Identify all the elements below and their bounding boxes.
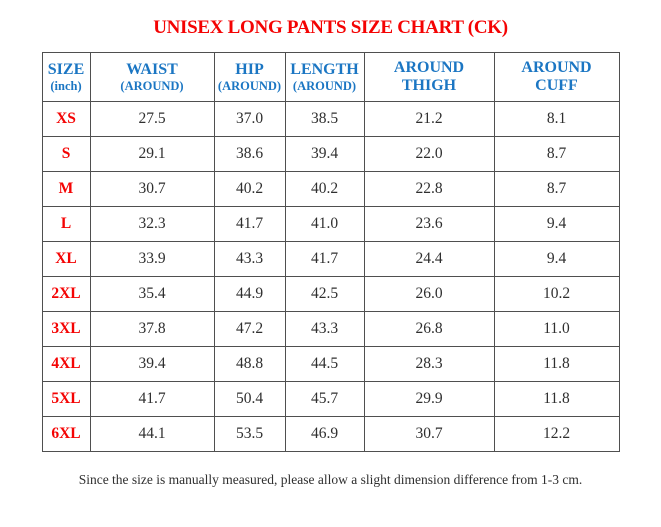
length-value: 45.7 xyxy=(284,381,365,417)
col-header-around-thigh-label: AROUND xyxy=(393,58,465,76)
hip-value: 50.4 xyxy=(213,381,286,417)
cuff-value: 11.8 xyxy=(493,381,620,417)
col-header-around-cuff: AROUND CUFF xyxy=(493,52,620,102)
thigh-value: 22.8 xyxy=(363,171,495,207)
col-header-around-cuff-label: AROUND xyxy=(521,58,592,76)
size-label: S xyxy=(41,136,91,172)
hip-value: 53.5 xyxy=(213,416,286,452)
cuff-value: 10.2 xyxy=(493,276,620,312)
table-row: 4XL 39.4 48.8 44.5 28.3 11.8 xyxy=(41,346,620,382)
length-value: 41.7 xyxy=(284,241,365,277)
length-value: 42.5 xyxy=(284,276,365,312)
size-label: M xyxy=(41,171,91,207)
cuff-value: 11.8 xyxy=(493,346,620,382)
cuff-value: 12.2 xyxy=(493,416,620,452)
table-row: XL 33.9 43.3 41.7 24.4 9.4 xyxy=(41,241,620,277)
col-header-hip: HIP (AROUND) xyxy=(213,52,286,102)
table-row: 2XL 35.4 44.9 42.5 26.0 10.2 xyxy=(41,276,620,312)
cuff-value: 9.4 xyxy=(493,241,620,277)
length-value: 39.4 xyxy=(284,136,365,172)
length-value: 40.2 xyxy=(284,171,365,207)
col-header-waist-sublabel: (AROUND) xyxy=(120,79,184,93)
thigh-value: 24.4 xyxy=(363,241,495,277)
footer-note: Since the size is manually measured, ple… xyxy=(78,472,583,487)
col-header-size: SIZE (inch) xyxy=(41,52,91,102)
col-header-size-label: SIZE xyxy=(47,60,85,78)
cuff-value: 8.7 xyxy=(493,171,620,207)
size-label: 2XL xyxy=(41,276,91,312)
thigh-value: 30.7 xyxy=(363,416,495,452)
size-label: XL xyxy=(41,241,91,277)
size-label: L xyxy=(41,206,91,242)
size-chart-page: UNISEX LONG PANTS SIZE CHART (CK) SIZE (… xyxy=(0,17,661,527)
table-row: 5XL 41.7 50.4 45.7 29.9 11.8 xyxy=(41,381,620,417)
hip-value: 44.9 xyxy=(213,276,286,312)
table-row: 6XL 44.1 53.5 46.9 30.7 12.2 xyxy=(41,416,620,452)
thigh-value: 26.0 xyxy=(363,276,495,312)
waist-value: 35.4 xyxy=(89,276,215,312)
col-header-around-thigh: AROUND THIGH xyxy=(363,52,495,102)
col-header-hip-sublabel: (AROUND) xyxy=(217,79,282,93)
col-header-hip-label: HIP xyxy=(235,60,264,78)
waist-value: 37.8 xyxy=(89,311,215,347)
table-row: S 29.1 38.6 39.4 22.0 8.7 xyxy=(41,136,620,172)
cuff-value: 9.4 xyxy=(493,206,620,242)
page-title: UNISEX LONG PANTS SIZE CHART (CK) xyxy=(153,17,508,38)
size-label: 5XL xyxy=(41,381,91,417)
col-header-length-label: LENGTH xyxy=(290,60,359,78)
col-header-size-sublabel: (inch) xyxy=(50,79,82,93)
thigh-value: 29.9 xyxy=(363,381,495,417)
length-value: 41.0 xyxy=(284,206,365,242)
col-header-waist: WAIST (AROUND) xyxy=(89,52,215,102)
waist-value: 32.3 xyxy=(89,206,215,242)
hip-value: 48.8 xyxy=(213,346,286,382)
table-row: 3XL 37.8 47.2 43.3 26.8 11.0 xyxy=(41,311,620,347)
hip-value: 38.6 xyxy=(213,136,286,172)
hip-value: 47.2 xyxy=(213,311,286,347)
col-header-length: LENGTH (AROUND) xyxy=(284,52,365,102)
thigh-value: 28.3 xyxy=(363,346,495,382)
waist-value: 44.1 xyxy=(89,416,215,452)
cuff-value: 8.7 xyxy=(493,136,620,172)
hip-value: 40.2 xyxy=(213,171,286,207)
size-chart-table: SIZE (inch) WAIST (AROUND) HIP (AROUND) … xyxy=(41,52,620,452)
col-header-around-thigh-sublabel: THIGH xyxy=(401,77,457,94)
cuff-value: 11.0 xyxy=(493,311,620,347)
table-row: M 30.7 40.2 40.2 22.8 8.7 xyxy=(41,171,620,207)
waist-value: 39.4 xyxy=(89,346,215,382)
cuff-value: 8.1 xyxy=(493,101,620,137)
col-header-around-cuff-sublabel: CUFF xyxy=(535,77,578,94)
hip-value: 41.7 xyxy=(213,206,286,242)
thigh-value: 21.2 xyxy=(363,101,495,137)
length-value: 38.5 xyxy=(284,101,365,137)
thigh-value: 23.6 xyxy=(363,206,495,242)
waist-value: 29.1 xyxy=(89,136,215,172)
hip-value: 37.0 xyxy=(213,101,286,137)
table-row: L 32.3 41.7 41.0 23.6 9.4 xyxy=(41,206,620,242)
waist-value: 41.7 xyxy=(89,381,215,417)
length-value: 46.9 xyxy=(284,416,365,452)
hip-value: 43.3 xyxy=(213,241,286,277)
table-row: XS 27.5 37.0 38.5 21.2 8.1 xyxy=(41,101,620,137)
waist-value: 33.9 xyxy=(89,241,215,277)
size-label: 6XL xyxy=(41,416,91,452)
waist-value: 27.5 xyxy=(89,101,215,137)
waist-value: 30.7 xyxy=(89,171,215,207)
thigh-value: 26.8 xyxy=(363,311,495,347)
col-header-length-sublabel: (AROUND) xyxy=(292,79,357,93)
thigh-value: 22.0 xyxy=(363,136,495,172)
size-label: 3XL xyxy=(41,311,91,347)
size-label: 4XL xyxy=(41,346,91,382)
col-header-waist-label: WAIST xyxy=(126,60,178,78)
size-label: XS xyxy=(41,101,91,137)
length-value: 43.3 xyxy=(284,311,365,347)
header-row: SIZE (inch) WAIST (AROUND) HIP (AROUND) … xyxy=(41,52,620,102)
length-value: 44.5 xyxy=(284,346,365,382)
